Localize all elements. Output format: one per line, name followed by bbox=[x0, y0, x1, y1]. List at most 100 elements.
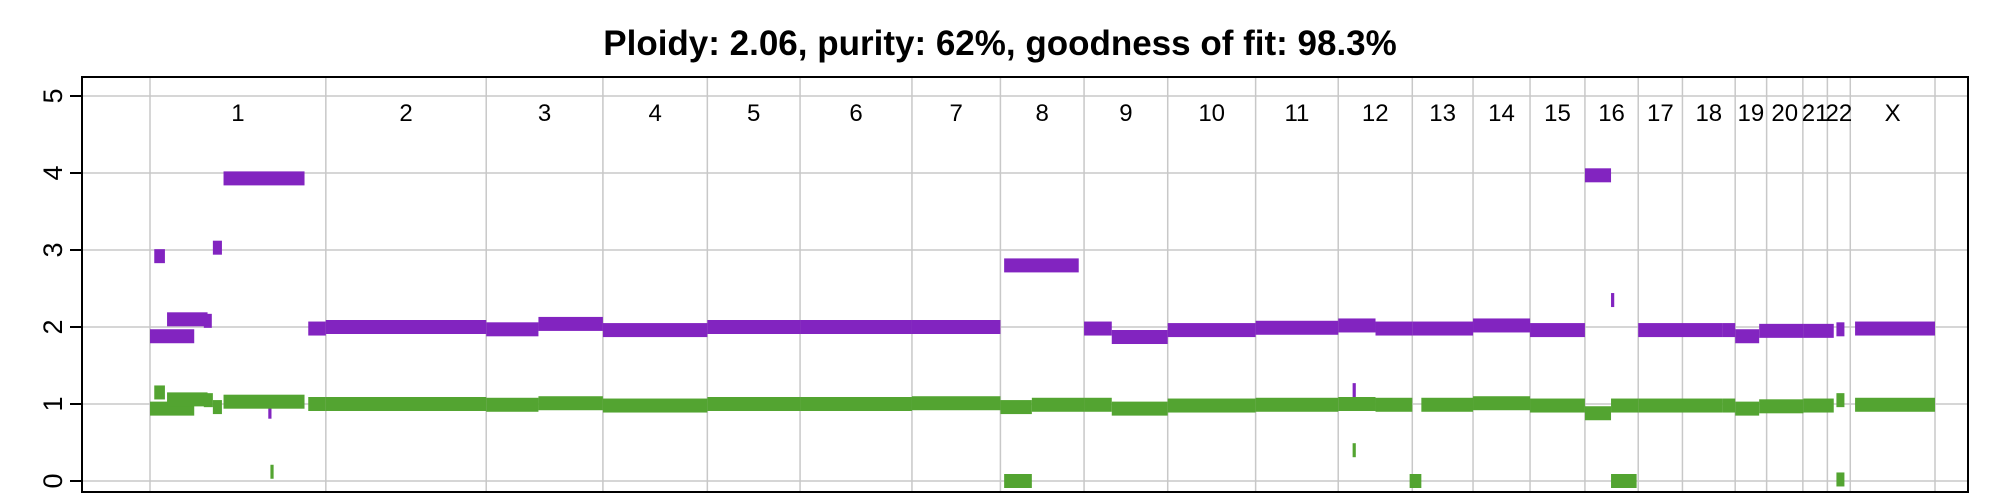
minor-segment bbox=[1836, 472, 1845, 487]
chromosome-label: 22 bbox=[1825, 100, 1852, 127]
total-segment bbox=[911, 320, 1001, 334]
total-segment bbox=[1611, 293, 1615, 308]
minor-segment bbox=[1338, 397, 1376, 411]
total-segment bbox=[1638, 323, 1723, 338]
total-segment bbox=[1530, 323, 1585, 338]
total-segment bbox=[325, 320, 487, 334]
minor-segment bbox=[1352, 443, 1356, 458]
total-segment bbox=[486, 322, 539, 337]
y-axis: 0 1 2 3 4 5 bbox=[38, 88, 83, 489]
total-segment bbox=[1255, 320, 1339, 335]
minor-segment bbox=[1167, 398, 1256, 413]
minor-segment bbox=[538, 396, 603, 411]
minor-segment bbox=[707, 397, 801, 411]
minor-segment bbox=[486, 397, 539, 412]
total-segment bbox=[203, 313, 212, 328]
minor-segment bbox=[911, 396, 1001, 411]
chromosome-label: 20 bbox=[1771, 100, 1798, 127]
minor-segment bbox=[1000, 400, 1032, 415]
plot-frame bbox=[81, 76, 1969, 493]
total-segment bbox=[223, 171, 305, 186]
total-segment bbox=[268, 404, 272, 419]
minor-segment bbox=[1421, 397, 1474, 412]
total-segment bbox=[1338, 318, 1376, 333]
total-segment bbox=[1584, 168, 1612, 183]
total-segment bbox=[1836, 322, 1845, 337]
minor-copy-number-series bbox=[150, 385, 1935, 488]
minor-segment bbox=[1375, 397, 1413, 412]
minor-segment bbox=[270, 464, 274, 479]
minor-segment bbox=[308, 397, 326, 411]
y-tick-label: 4 bbox=[38, 165, 68, 180]
minor-segment bbox=[1255, 397, 1339, 412]
minor-segment bbox=[223, 394, 305, 409]
chromosome-label: 21 bbox=[1802, 100, 1829, 127]
minor-segment bbox=[1530, 398, 1585, 413]
chromosome-label: 16 bbox=[1598, 100, 1625, 127]
total-segment bbox=[1759, 323, 1804, 338]
chromosome-label: 11 bbox=[1284, 100, 1309, 127]
y-tick-label: 1 bbox=[38, 396, 68, 411]
total-segment bbox=[308, 321, 326, 336]
total-segment bbox=[1473, 318, 1531, 333]
total-segment bbox=[1375, 321, 1413, 336]
total-segment bbox=[1803, 323, 1834, 338]
chromosome-label: 14 bbox=[1488, 100, 1515, 127]
total-segment bbox=[1167, 323, 1256, 338]
y-tick-label: 3 bbox=[38, 242, 68, 257]
minor-segment bbox=[1722, 398, 1736, 413]
chromosome-label: 5 bbox=[747, 100, 760, 127]
y-tick-label: 2 bbox=[38, 319, 68, 334]
minor-segment bbox=[1111, 401, 1168, 416]
y-tick-label: 5 bbox=[38, 88, 68, 103]
minor-segment bbox=[154, 385, 165, 400]
chromosome-label: 15 bbox=[1544, 100, 1571, 127]
chromosome-label: 18 bbox=[1695, 100, 1722, 127]
minor-segment bbox=[1473, 396, 1531, 411]
y-tick-label: 0 bbox=[38, 473, 68, 488]
chromosome-label: 8 bbox=[1036, 100, 1049, 127]
minor-segment bbox=[1611, 474, 1637, 488]
minor-segment bbox=[1084, 397, 1112, 412]
total-segment bbox=[212, 240, 222, 255]
chromosome-label: 3 bbox=[538, 100, 551, 127]
chromosome-label: 13 bbox=[1429, 100, 1456, 127]
minor-segment bbox=[167, 392, 208, 407]
chromosome-label: 2 bbox=[399, 100, 412, 127]
minor-segment bbox=[1638, 398, 1723, 413]
chromosome-label: 17 bbox=[1647, 100, 1674, 127]
total-segment bbox=[1352, 383, 1356, 398]
chromosome-label: 4 bbox=[648, 100, 661, 127]
total-segment bbox=[150, 329, 195, 344]
total-segment bbox=[800, 320, 912, 334]
minor-segment bbox=[602, 398, 708, 413]
chart-title: Ploidy: 2.06, purity: 62%, goodness of f… bbox=[603, 24, 1397, 63]
minor-segment bbox=[1409, 474, 1422, 488]
total-segment bbox=[538, 316, 603, 331]
chromosome-label: 10 bbox=[1198, 100, 1225, 127]
y-grid bbox=[82, 95, 1968, 482]
total-segment bbox=[1722, 323, 1736, 338]
chromosome-label: 7 bbox=[950, 100, 963, 127]
total-copy-number-series bbox=[150, 168, 1935, 419]
minor-segment bbox=[1855, 397, 1935, 412]
minor-segment bbox=[1611, 398, 1639, 413]
minor-segment bbox=[1759, 399, 1804, 414]
total-segment bbox=[1735, 329, 1760, 344]
total-segment bbox=[1412, 321, 1474, 336]
total-segment bbox=[1084, 321, 1112, 336]
total-segment bbox=[1855, 321, 1935, 336]
minor-segment bbox=[1836, 393, 1845, 408]
chromosome-label: X bbox=[1885, 100, 1901, 127]
total-segment bbox=[602, 323, 708, 338]
chromosome-label: 6 bbox=[849, 100, 862, 127]
chromosome-grid bbox=[149, 77, 1936, 492]
chromosome-label: 12 bbox=[1362, 100, 1389, 127]
total-segment bbox=[1111, 330, 1168, 345]
minor-segment bbox=[1584, 406, 1612, 421]
minor-segment bbox=[212, 400, 222, 415]
minor-segment bbox=[325, 397, 487, 411]
minor-segment bbox=[1004, 474, 1032, 488]
